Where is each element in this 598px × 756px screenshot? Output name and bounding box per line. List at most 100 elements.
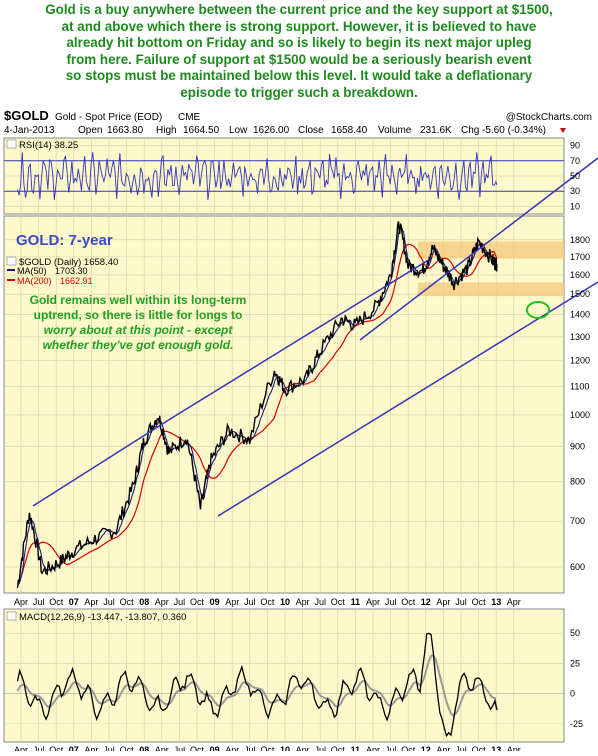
close-label: Close: [298, 125, 324, 136]
x-tick-label: Apr: [155, 597, 169, 607]
headline-line: at and above which there is strong suppo…: [61, 18, 537, 34]
x-tick-label: 12: [421, 745, 431, 751]
open-label: Open: [78, 125, 102, 136]
x-tick-label: 13: [491, 597, 501, 607]
x-tick-label: Oct: [120, 745, 135, 751]
x-tick-label: Apr: [507, 597, 521, 607]
ma50-legend-value: 1703.30: [55, 266, 88, 276]
rsi-tick-label: 50: [570, 171, 580, 181]
quote-date: 4-Jan-2013: [4, 125, 55, 136]
x-tick-label: 10: [280, 745, 290, 751]
symbol: $GOLD: [4, 108, 49, 123]
channel-upper-line-extension: [174, 258, 431, 417]
price-tick-label: 1700: [570, 252, 590, 262]
x-tick-label: Apr: [225, 745, 239, 751]
volume-label: Volume: [378, 125, 412, 136]
x-tick-label: Jul: [244, 745, 256, 751]
x-tick-label: 08: [139, 745, 149, 751]
price-tick-label: 1300: [570, 332, 590, 342]
x-tick-label: Jul: [385, 597, 397, 607]
ma200-legend-value: 1662.91: [60, 276, 93, 286]
low-label: Low: [229, 125, 248, 136]
x-tick-label: Jul: [174, 745, 186, 751]
stockcharts-chart: $GOLD Gold - Spot Price (EOD) CME @Stock…: [0, 104, 598, 756]
down-triangle-icon: [560, 128, 566, 133]
x-tick-label: Apr: [84, 597, 98, 607]
x-tick-label: Jul: [455, 745, 467, 751]
x-tick-label: Oct: [260, 597, 275, 607]
macd-tick-label: 25: [570, 658, 580, 668]
high-label: High: [156, 125, 177, 136]
macd-panel: [3, 608, 565, 743]
ma200-legend-name: MA(200): [17, 276, 52, 286]
x-tick-label: Apr: [296, 745, 310, 751]
x-tick-label: Apr: [507, 745, 521, 751]
annotation-text: Gold remains well within its long-term u…: [30, 293, 247, 352]
x-tick-label: Oct: [331, 745, 346, 751]
x-tick-label: Oct: [190, 597, 205, 607]
x-tick-label: Jul: [33, 745, 45, 751]
x-tick-label: Jul: [33, 597, 45, 607]
x-tick-label: Apr: [14, 597, 28, 607]
price-tick-label: 1400: [570, 310, 590, 320]
low-value: 1626.00: [253, 125, 290, 136]
chart-title: GOLD: 7-year: [16, 232, 113, 249]
support-band-upper: [418, 241, 564, 259]
x-tick-label: Oct: [472, 597, 487, 607]
annotation-line: Gold remains well within its long-term: [30, 293, 247, 307]
chg-label: Chg: [461, 125, 479, 136]
x-tick-label: Apr: [366, 597, 380, 607]
macd-label: MACD(12,26,9) -13.447, -13.807, 0.360: [19, 612, 186, 623]
x-tick-label: 08: [139, 597, 149, 607]
x-tick-label: 09: [210, 597, 220, 607]
x-tick-label: Apr: [14, 745, 28, 751]
chg-value: -5.60 (-0.34%): [482, 125, 546, 136]
x-tick-label: Jul: [103, 597, 115, 607]
headline-line: so stops must be maintained below this l…: [65, 68, 533, 84]
x-tick-label: Oct: [49, 597, 64, 607]
headline-line: episode to trigger such a breakdown.: [180, 84, 418, 100]
x-tick-label: 11: [351, 745, 361, 751]
rsi-tick-label: 70: [570, 156, 580, 166]
x-tick-label: Oct: [260, 745, 275, 751]
price-tick-label: 1100: [570, 382, 589, 392]
rsi-label: RSI(14) 38.25: [19, 140, 78, 151]
close-value: 1658.40: [331, 125, 368, 136]
x-tick-label: 13: [491, 745, 501, 751]
x-tick-label: Jul: [455, 597, 467, 607]
brand: @StockCharts.com: [506, 112, 592, 123]
symbol-description: Gold - Spot Price (EOD): [55, 112, 162, 123]
x-tick-label: 11: [351, 597, 361, 607]
price-label: $GOLD (Daily) 1658.40: [19, 257, 118, 268]
x-tick-label: Oct: [401, 745, 416, 751]
x-tick-label: Jul: [314, 597, 326, 607]
x-tick-label: Oct: [190, 745, 205, 751]
annotation-line: uptrend, so there is little for longs to: [34, 308, 243, 322]
rsi-tick-label: 90: [570, 141, 580, 151]
rsi-tick-label: 10: [570, 201, 580, 211]
x-tick-label: Jul: [103, 745, 115, 751]
x-tick-label: 09: [210, 745, 220, 751]
high-value: 1664.50: [183, 125, 220, 136]
x-tick-label: Apr: [436, 597, 450, 607]
price-tick-label: 1000: [570, 410, 590, 420]
open-value: 1663.80: [107, 125, 144, 136]
price-tick-label: 600: [570, 562, 585, 572]
macd-line: [16, 632, 498, 738]
x-tick-label: 10: [280, 597, 290, 607]
x-axis-labels: Apr Jul Oct 07 Apr Jul Oct 08 Apr Jul Oct 09 Apr Jul O…: [14, 597, 521, 755]
macd-tick-label: -25: [570, 719, 583, 729]
chart-svg: $GOLD Gold - Spot Price (EOD) CME @Stock…: [3, 108, 598, 755]
annotation-line: worry about at this point - except: [44, 323, 234, 337]
channel-lower-line: [217, 281, 598, 517]
headline-line: Gold is a buy anywhere between the curre…: [45, 2, 553, 17]
x-tick-label: Jul: [174, 597, 186, 607]
ma50-legend-name: MA(50): [17, 266, 47, 276]
x-tick-label: Apr: [436, 745, 450, 751]
x-tick-label: Oct: [331, 597, 346, 607]
commentary-headline: Gold is a buy anywhere between the curre…: [4, 2, 594, 102]
price-tick-label: 1200: [570, 356, 590, 366]
price-line: [16, 221, 498, 588]
price-tick-label: 800: [570, 476, 585, 486]
x-tick-label: Oct: [472, 745, 487, 751]
